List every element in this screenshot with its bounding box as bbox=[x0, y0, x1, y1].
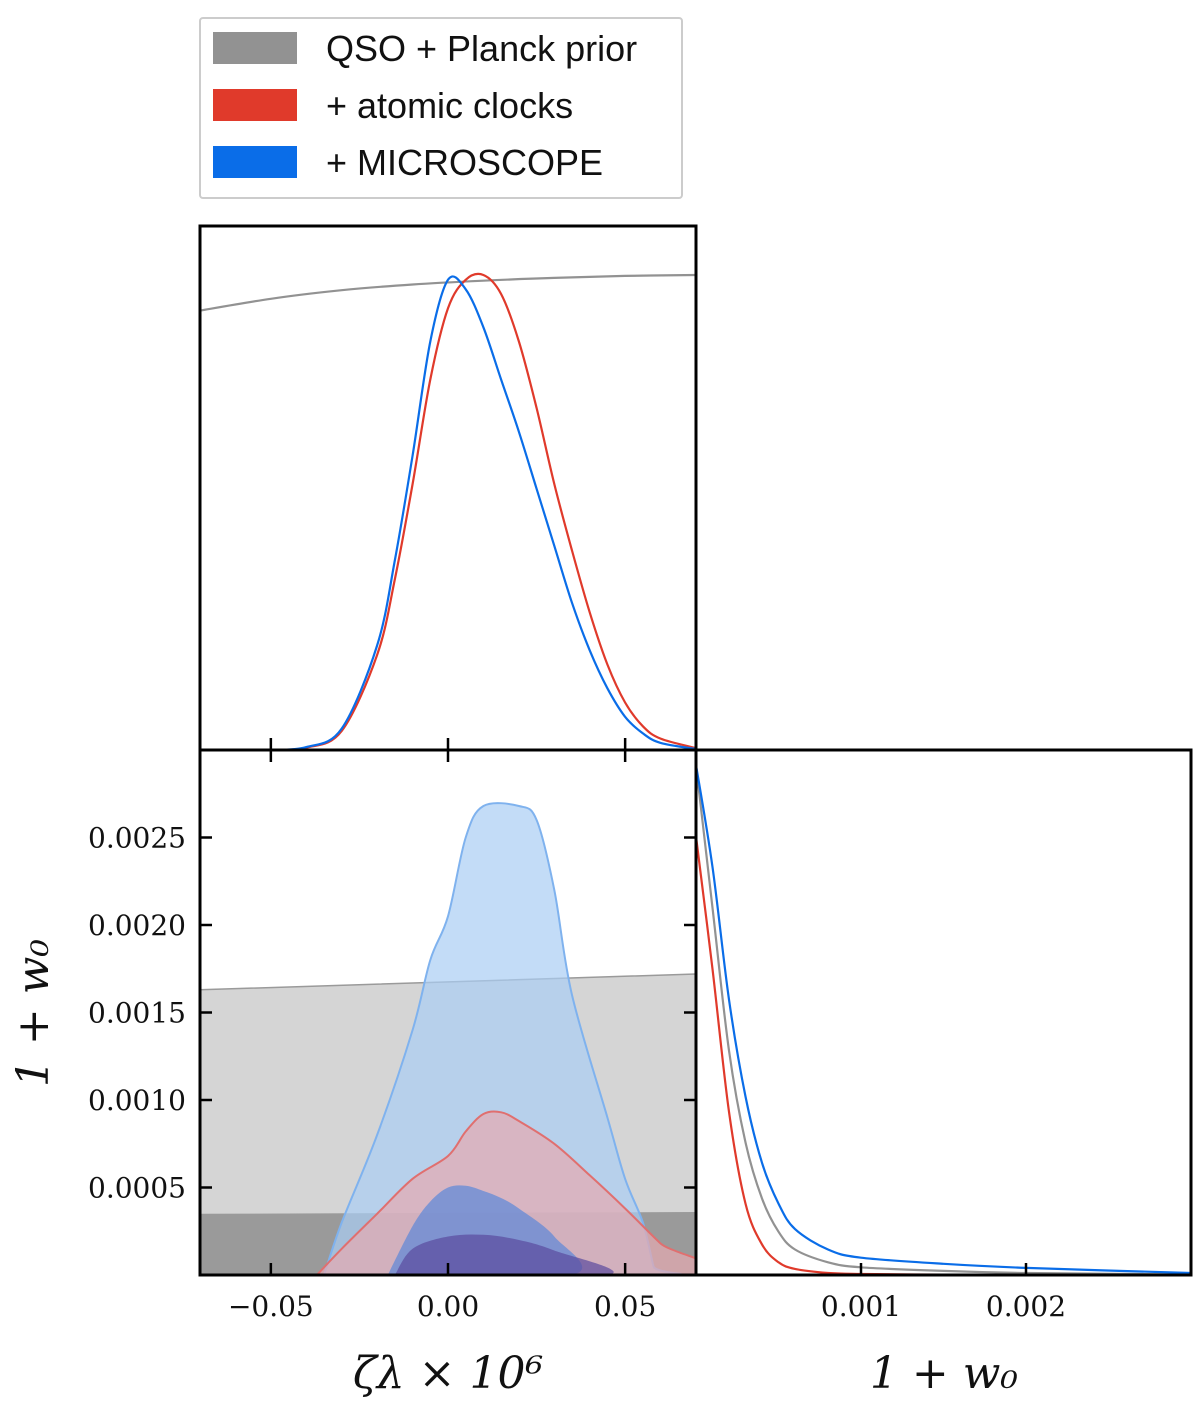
y-axis-label-w0: 1 + w₀ bbox=[8, 939, 59, 1087]
y-tick-label: 0.0005 bbox=[88, 1172, 186, 1205]
panel-marginal-y: 0.001 0.002 bbox=[694, 748, 1193, 1323]
contour-fill bbox=[394, 1234, 614, 1275]
legend-frame bbox=[199, 17, 683, 199]
legend-label: + atomic clocks bbox=[326, 85, 573, 126]
marginal-y-curve bbox=[696, 764, 1191, 1275]
panel-marginal-x bbox=[198, 224, 698, 752]
marginal-x-curve bbox=[270, 275, 696, 750]
panel-joint: −0.05 0.00 0.05 0.0005 0.0010 0.0015 0.0020 0.0… bbox=[88, 748, 698, 1323]
marginal-y-curve bbox=[696, 836, 1191, 1275]
x-tick-label: 0.00 bbox=[417, 1290, 479, 1323]
legend-label: + MICROSCOPE bbox=[326, 142, 603, 183]
legend-swatch bbox=[213, 146, 297, 178]
y-tick-label: 0.0015 bbox=[88, 997, 186, 1030]
x-tick-label: −0.05 bbox=[228, 1290, 314, 1323]
panel-marginal-x-frame bbox=[198, 224, 698, 752]
marginal-x-curve bbox=[270, 272, 696, 750]
x-axis-label-w0: 1 + w₀ bbox=[870, 1348, 1018, 1399]
legend: QSO + Planck prior + atomic clocks + MICRO… bbox=[199, 17, 683, 199]
legend-label: QSO + Planck prior bbox=[326, 28, 637, 69]
x-tick-label: 0.05 bbox=[594, 1290, 656, 1323]
legend-swatch bbox=[213, 89, 297, 121]
w0-tick-label: 0.001 bbox=[821, 1290, 901, 1323]
y-tick-label: 0.0010 bbox=[88, 1084, 186, 1117]
w0-tick-label: 0.002 bbox=[986, 1290, 1066, 1323]
marginal-x-curve bbox=[200, 273, 696, 312]
x-axis-label-zeta-lambda: ζλ × 10⁶ bbox=[353, 1348, 543, 1399]
legend-swatch bbox=[213, 32, 297, 64]
y-tick-label: 0.0020 bbox=[88, 909, 186, 942]
panel-marginal-y-frame bbox=[694, 748, 1193, 1277]
y-tick-label: 0.0025 bbox=[88, 822, 186, 855]
marginal-y-curve bbox=[696, 764, 1191, 1275]
